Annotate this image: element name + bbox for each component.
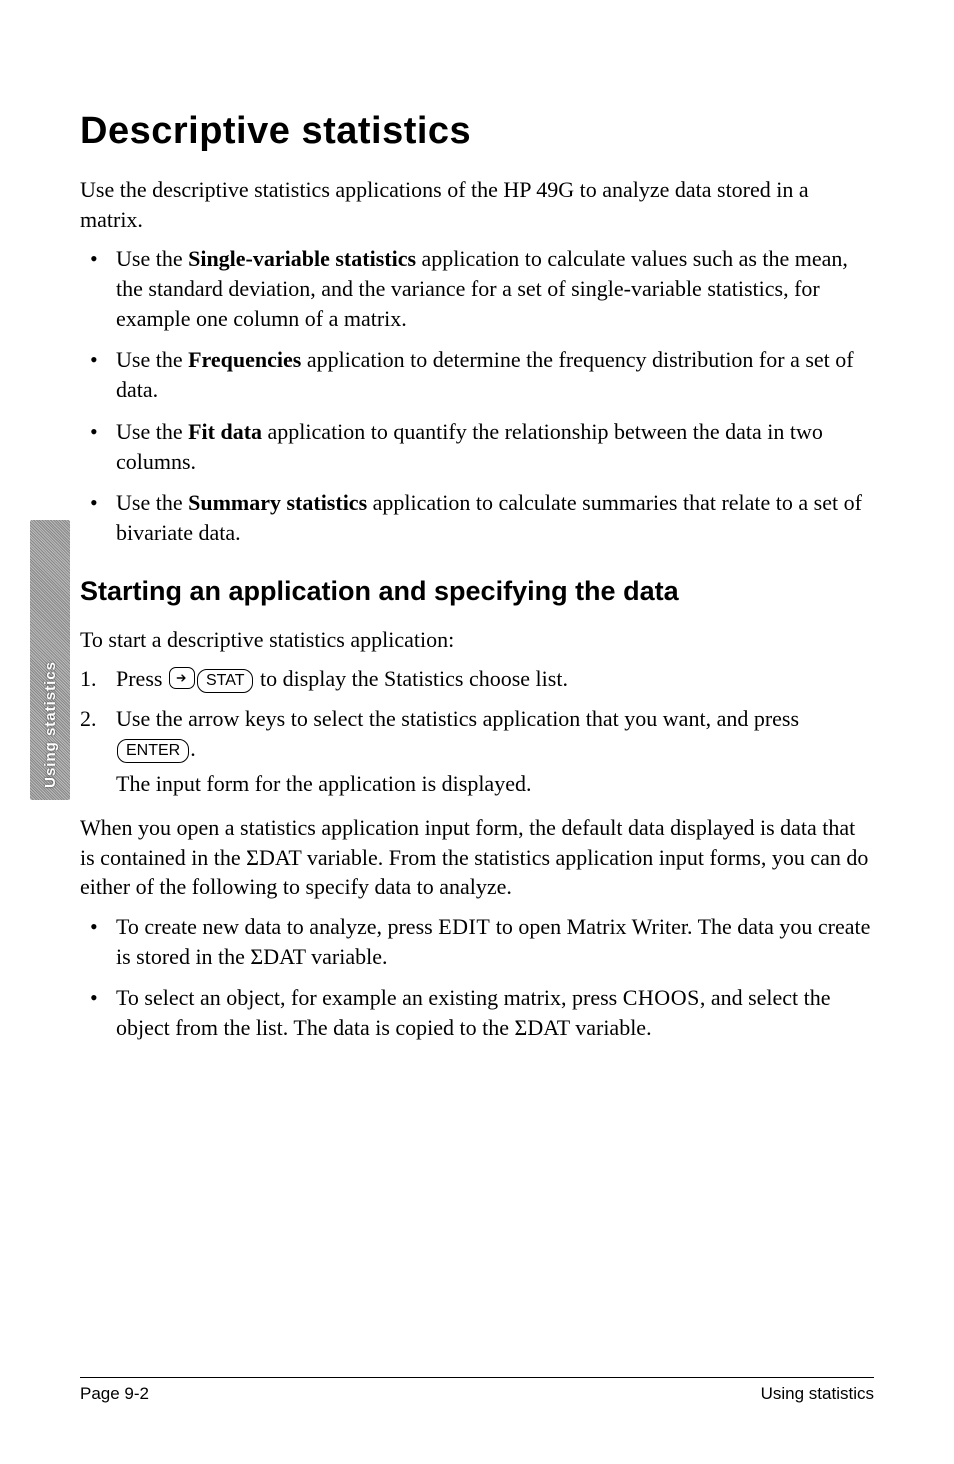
page-footer: Page 9-2 Using statistics: [80, 1377, 874, 1404]
right-shift-key-icon: [169, 667, 195, 689]
step-item: Use the arrow keys to select the statist…: [80, 704, 874, 799]
app-name: Single-variable statistics: [188, 246, 416, 271]
section-heading: Starting an application and specifying t…: [80, 576, 874, 607]
side-tab: Using statistics: [30, 520, 70, 800]
softkey-label: CHOOS: [623, 985, 700, 1010]
stat-key: STAT: [197, 669, 254, 693]
text: .: [190, 736, 196, 761]
paragraph: When you open a statistics application i…: [80, 813, 874, 902]
applications-list: Use the Single-variable statistics appli…: [80, 244, 874, 547]
text: To select an object, for example an exis…: [116, 985, 623, 1010]
app-name: Fit data: [188, 419, 262, 444]
step-item: Press STAT to display the Statistics cho…: [80, 664, 874, 694]
text: to display the Statistics choose list.: [254, 666, 567, 691]
intro-paragraph: Use the descriptive statistics applicati…: [80, 175, 874, 234]
steps-list: Press STAT to display the Statistics cho…: [80, 664, 874, 799]
text: Use the: [116, 419, 188, 444]
section-intro: To start a descriptive statistics applic…: [80, 625, 874, 655]
options-list: To create new data to analyze, press EDI…: [80, 912, 874, 1043]
list-item: Use the Summary statistics application t…: [80, 488, 874, 547]
page-title: Descriptive statistics: [80, 110, 874, 153]
list-item: To select an object, for example an exis…: [80, 983, 874, 1042]
app-name: Frequencies: [188, 347, 301, 372]
page: Using statistics Descriptive statistics …: [0, 0, 954, 1464]
softkey-label: EDIT: [438, 914, 490, 939]
app-name: Summary statistics: [188, 490, 367, 515]
list-item: Use the Fit data application to quantify…: [80, 417, 874, 476]
footer-section-name: Using statistics: [761, 1384, 874, 1404]
step-sub-text: The input form for the application is di…: [116, 769, 874, 799]
footer-page-number: Page 9-2: [80, 1384, 149, 1404]
text: Press: [116, 666, 168, 691]
text: Use the: [116, 246, 188, 271]
list-item: To create new data to analyze, press EDI…: [80, 912, 874, 971]
side-tab-label: Using statistics: [42, 661, 59, 788]
text: Use the arrow keys to select the statist…: [116, 706, 799, 731]
list-item: Use the Single-variable statistics appli…: [80, 244, 874, 333]
enter-key: ENTER: [117, 739, 189, 763]
text: Use the: [116, 347, 188, 372]
list-item: Use the Frequencies application to deter…: [80, 345, 874, 404]
text: To create new data to analyze, press: [116, 914, 438, 939]
text: Use the: [116, 490, 188, 515]
